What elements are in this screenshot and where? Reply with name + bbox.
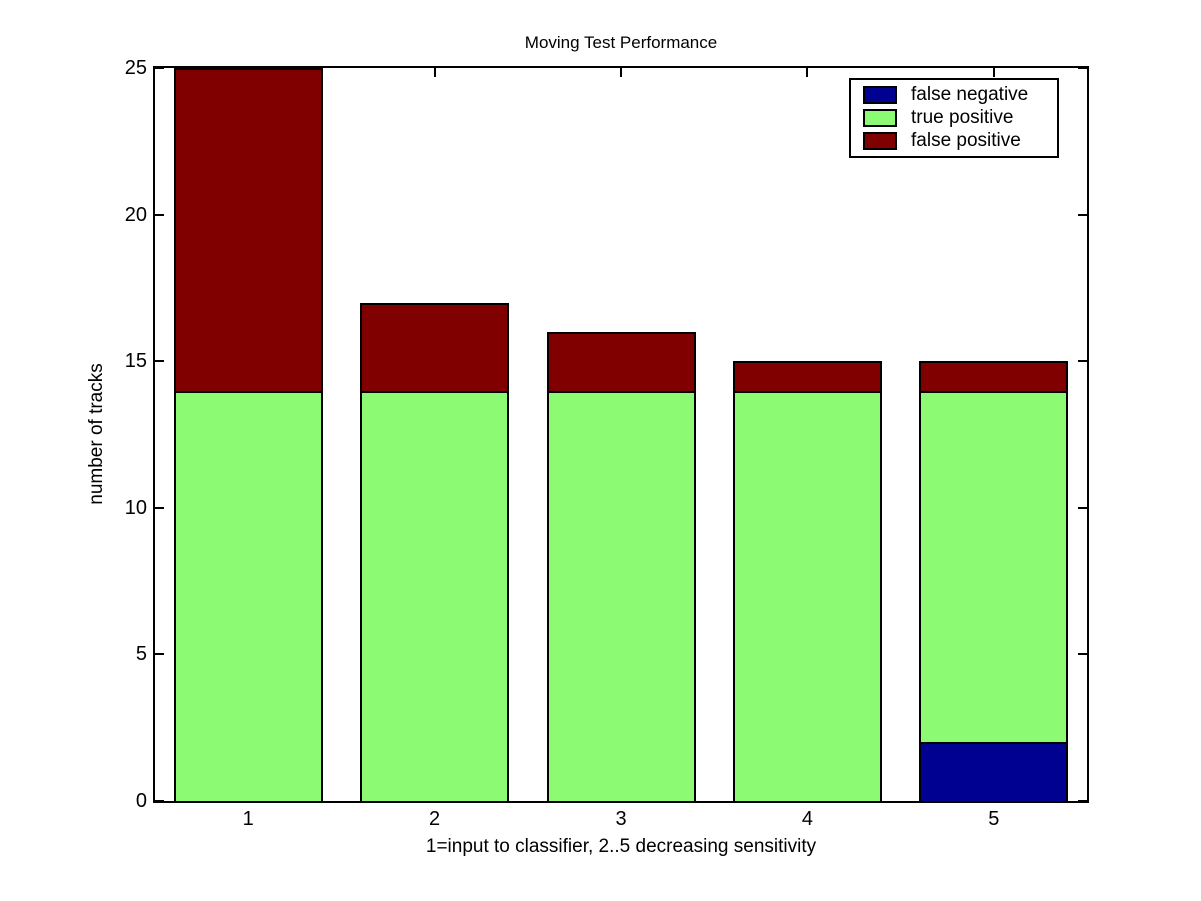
y-tick-left [155, 213, 164, 216]
legend-label: false positive [911, 130, 1021, 152]
bar-segment-false-negative [919, 742, 1069, 801]
y-tick-label: 0 [135, 790, 147, 812]
x-tick-label: 3 [615, 808, 627, 830]
y-tick-label: 5 [135, 643, 147, 666]
y-tick-left [155, 67, 164, 69]
y-tick-right [1078, 213, 1087, 216]
legend-swatch-icon [863, 108, 897, 127]
legend-item: false positive [851, 130, 1057, 153]
bar-segment-false-positive [173, 68, 323, 391]
x-tick-top [433, 68, 436, 77]
legend-label: false negative [911, 83, 1029, 105]
x-tick-top [992, 68, 995, 77]
chart-title: Moving Test Performance [524, 33, 718, 52]
legend-swatch-icon [863, 85, 897, 104]
bar-segment-true-positive [546, 390, 696, 801]
legend-item: false negative [851, 83, 1057, 106]
legend: false negative true positive false positiv… [849, 78, 1059, 158]
y-tick-label: 10 [124, 496, 147, 519]
x-tick-label: 5 [988, 808, 1000, 830]
y-tick-right [1078, 360, 1087, 363]
y-tick-right [1078, 67, 1087, 69]
y-tick-label: 20 [124, 203, 147, 226]
x-tick-label: 1 [242, 808, 254, 830]
x-tick-label: 2 [429, 808, 441, 830]
x-tick-top [620, 68, 622, 77]
bar-segment-false-positive [546, 331, 696, 391]
y-tick-label: 25 [124, 57, 147, 79]
x-tick-top [806, 68, 809, 77]
y-axis-label-text: number of tracks [86, 363, 107, 505]
bar-segment-false-positive [919, 361, 1069, 391]
legend-item: true positive [851, 106, 1057, 129]
bar-segment-true-positive [360, 390, 510, 801]
y-tick-right [1078, 653, 1087, 656]
x-tick-label: 4 [801, 808, 813, 830]
y-tick-left [155, 506, 164, 509]
bar-segment-true-positive [732, 390, 882, 801]
bar-segment-false-positive [360, 302, 510, 391]
bar-segment-true-positive [173, 390, 323, 801]
y-tick-label: 15 [124, 350, 147, 373]
legend-swatch-icon [863, 132, 897, 151]
y-tick-left [155, 653, 164, 656]
y-tick-right [1078, 506, 1087, 509]
bar-segment-false-positive [732, 361, 882, 391]
y-tick-left [155, 360, 164, 363]
y-tick-right [1078, 800, 1087, 802]
y-tick-left [155, 800, 164, 802]
x-axis-label: 1=input to classifier, 2..5 decreasing s… [425, 836, 817, 857]
bar-segment-true-positive [919, 390, 1069, 743]
legend-label: true positive [911, 106, 1014, 128]
